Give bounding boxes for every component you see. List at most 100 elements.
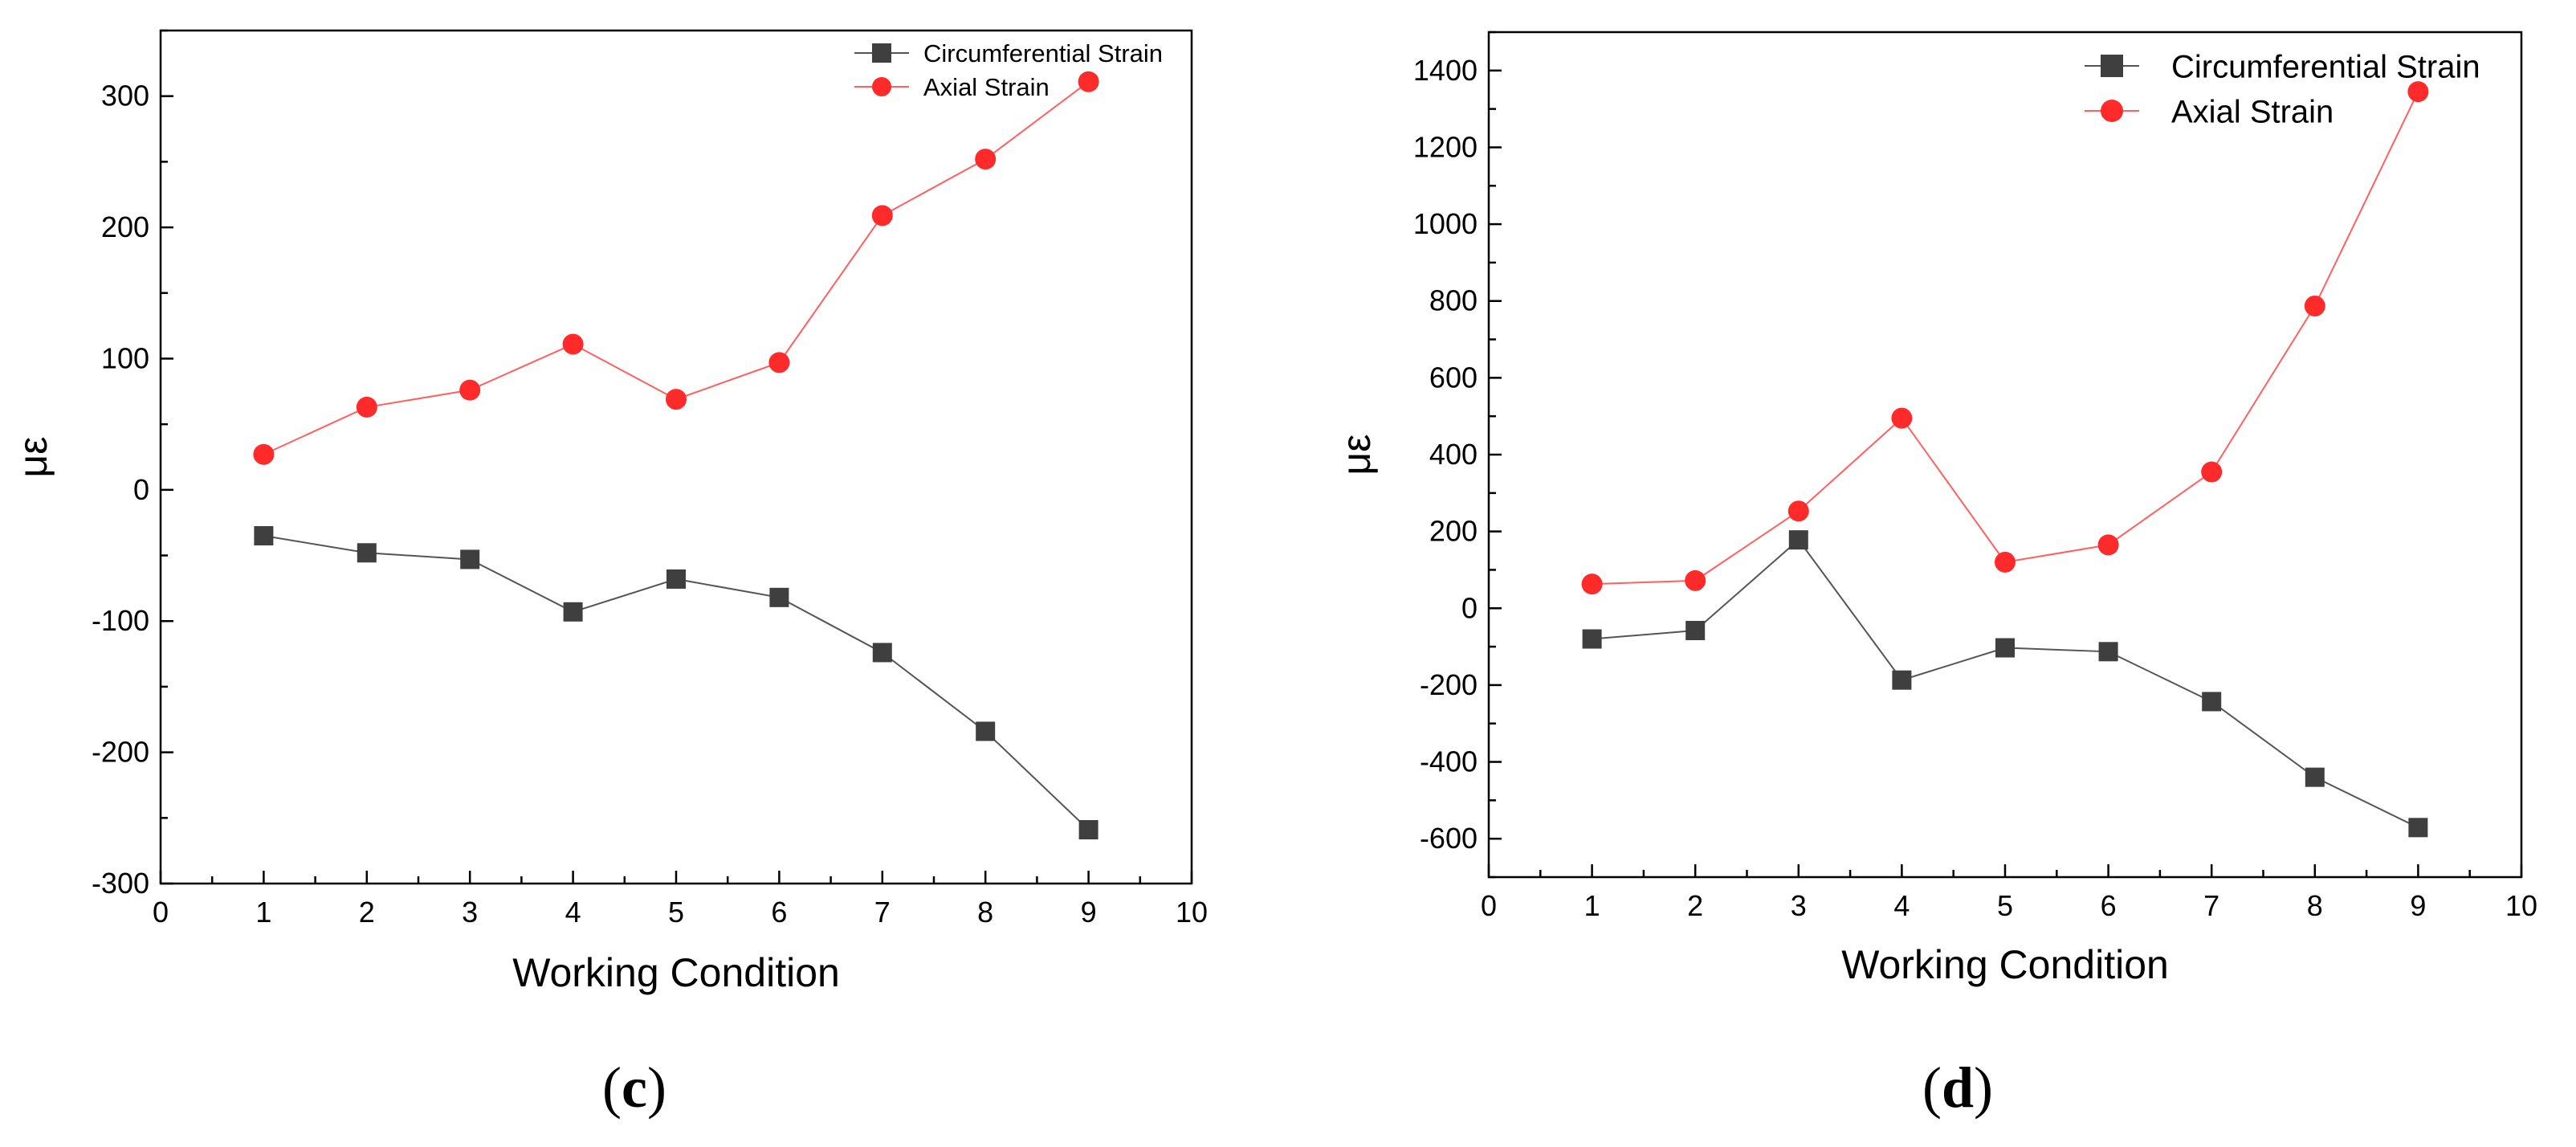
x-tick-label: 7 [874, 896, 891, 929]
data-point-circle [1995, 551, 2016, 573]
y-tick-label: -600 [1420, 822, 1478, 855]
x-tick-label: 6 [2101, 889, 2117, 922]
series-axial-strain [1581, 81, 2429, 595]
data-point-square [2098, 642, 2118, 662]
y-tick-label: -100 [92, 604, 149, 637]
y-tick-label: 300 [101, 80, 149, 112]
y-axis-title: με [10, 436, 55, 477]
x-tick-label: 3 [462, 896, 478, 929]
y-tick-label: 200 [1429, 515, 1478, 548]
legend-marker-circle [2101, 100, 2123, 122]
x-tick-label: 1 [1584, 889, 1600, 922]
data-point-square [1582, 629, 1602, 649]
legend-label: Axial Strain [923, 73, 1050, 101]
legend-label: Axial Strain [2171, 94, 2333, 129]
y-tick-label: 400 [1429, 438, 1478, 471]
y-tick-label: 200 [101, 210, 149, 243]
plot-frame [159, 29, 1193, 885]
series-line [1592, 91, 2419, 586]
x-tick-label: 2 [1687, 889, 1703, 922]
y-tick-label: 800 [1429, 284, 1478, 317]
data-point-square [460, 549, 480, 569]
x-tick-label: 4 [1893, 889, 1910, 922]
x-tick-label: 1 [255, 896, 271, 929]
y-tick-label: 1200 [1413, 130, 1478, 163]
x-tick-label: 5 [668, 896, 684, 929]
x-tick-label: 10 [1176, 896, 1208, 929]
y-tick-label: 600 [1429, 361, 1478, 394]
x-tick-label: 10 [2505, 889, 2537, 922]
data-point-circle [2097, 534, 2119, 556]
data-point-square [1788, 530, 1808, 550]
y-tick-label: -200 [1420, 668, 1478, 701]
data-point-circle [253, 443, 275, 465]
data-point-square [254, 526, 274, 546]
chart-panel-d: 0 1 2 3 4 5 6 7 8 9 10 -600 -400 -200 0 200 400 600 800 100… [1334, 31, 2537, 1120]
data-point-square [2408, 818, 2428, 838]
x-tick-label: 8 [2307, 889, 2323, 922]
data-point-circle [356, 396, 377, 418]
data-point-circle [871, 205, 893, 227]
data-point-square [769, 587, 789, 607]
series-circumferential-strain [254, 526, 1098, 840]
series-circumferential-strain [1582, 530, 2428, 838]
data-point-square [1685, 621, 1706, 641]
legend-marker-square [872, 43, 891, 63]
legend: Circumferential Strain Axial Strain [854, 39, 1163, 101]
y-tick-label: -400 [1420, 745, 1478, 778]
x-axis-title: Working Condition [512, 950, 840, 995]
x-tick-label: 2 [359, 896, 375, 929]
data-point-circle [666, 389, 687, 410]
data-point-square [563, 602, 583, 622]
x-tick-label: 5 [1997, 889, 2013, 922]
x-tick-label: 9 [2410, 889, 2426, 922]
data-point-square [357, 543, 377, 563]
data-point-circle [2304, 295, 2325, 316]
data-point-circle [1581, 574, 1603, 595]
panel-label: (c) [602, 1055, 666, 1120]
legend-label: Circumferential Strain [923, 39, 1163, 67]
series-line [1592, 538, 2419, 829]
x-tick-label: 0 [153, 896, 169, 929]
data-point-square [2305, 767, 2325, 787]
data-point-square [1078, 820, 1098, 840]
y-tick-label: 100 [101, 341, 149, 374]
data-point-circle [768, 352, 790, 373]
y-tick-label: 0 [1461, 591, 1478, 624]
y-tick-label: 1400 [1413, 54, 1478, 87]
data-point-circle [459, 379, 481, 401]
plot-frame [1487, 31, 2523, 879]
series-axial-strain [253, 71, 1099, 465]
x-tick-label: 6 [771, 896, 787, 929]
y-axis-title: με [1334, 434, 1379, 475]
legend-label: Circumferential Strain [2171, 49, 2480, 84]
data-point-square [976, 721, 996, 741]
data-point-circle [975, 149, 997, 170]
data-point-square [872, 643, 892, 663]
data-point-square [1995, 638, 2015, 658]
chart-panel-c: 0 1 2 3 4 5 6 7 8 9 10 -300 -200 -100 0 100 200 300 Workin… [10, 29, 1208, 1120]
legend-marker-circle [872, 77, 891, 96]
data-point-square [666, 569, 686, 589]
x-tick-label: 7 [2203, 889, 2219, 922]
y-tick-label: 0 [133, 473, 149, 506]
x-tick-label: 3 [1791, 889, 1807, 922]
data-point-circle [1685, 569, 1706, 591]
data-point-circle [1891, 407, 1913, 429]
y-tick-label: 1000 [1413, 207, 1478, 240]
y-tick-label: -200 [92, 736, 149, 769]
data-point-circle [1078, 71, 1099, 92]
x-tick-label: 8 [977, 896, 993, 929]
data-point-circle [1787, 500, 1809, 522]
data-point-circle [2201, 461, 2223, 483]
panel-label: (d) [1922, 1055, 1993, 1120]
legend: Circumferential Strain Axial Strain [2085, 49, 2480, 129]
data-point-square [1892, 670, 1912, 690]
x-tick-label: 0 [1481, 889, 1497, 922]
data-point-square [2202, 692, 2222, 712]
data-point-circle [562, 333, 584, 355]
y-tick-label: -300 [92, 867, 149, 900]
x-tick-label: 4 [565, 896, 581, 929]
x-axis-title: Working Condition [1841, 942, 2169, 987]
